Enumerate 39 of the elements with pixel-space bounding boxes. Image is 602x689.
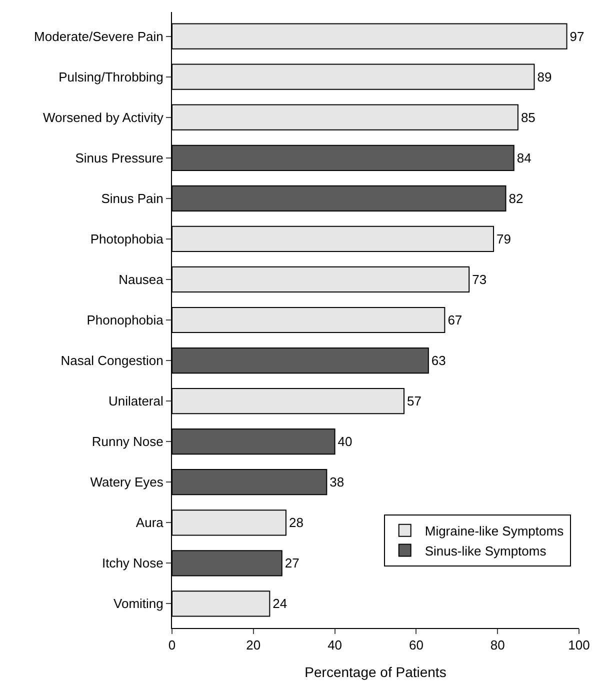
y-tick-label: Unilateral <box>108 394 164 409</box>
data-label: 97 <box>570 28 584 44</box>
y-tick-label: Sinus Pain <box>101 190 164 206</box>
y-tick-label: Phonophobia <box>86 312 164 328</box>
data-label: 89 <box>537 69 552 84</box>
y-tick-label: Worsened by Activity <box>42 110 164 125</box>
data-label: 24 <box>272 596 288 612</box>
y-tick-label: Aura <box>136 515 164 530</box>
y-tick-label: Sinus Pressure <box>75 150 164 166</box>
y-tick-label: Nasal Congestion <box>60 353 164 368</box>
x-tick-label: 0 <box>168 638 176 653</box>
y-tick-label: Moderate/Severe Pain <box>34 28 164 44</box>
legend-label: Migraine-like Symptoms <box>424 523 564 538</box>
data-label: 85 <box>520 110 536 125</box>
x-axis-title: Percentage of Patients <box>304 664 446 680</box>
data-label: 63 <box>431 353 446 368</box>
y-tick-label: Pulsing/Throbbing <box>58 69 164 84</box>
y-tick-label: Runny Nose <box>92 434 164 450</box>
legend-label: Sinus-like Symptoms <box>424 543 547 558</box>
data-label: 73 <box>472 272 487 287</box>
x-tick-label: 80 <box>490 638 505 653</box>
data-label: 27 <box>284 556 300 571</box>
y-tick-label: Vomiting <box>114 596 164 612</box>
x-tick-label: 100 <box>568 638 590 653</box>
y-tick-label: Watery Eyes <box>90 474 164 490</box>
x-tick-label: 20 <box>246 638 261 653</box>
data-label: 82 <box>508 190 524 206</box>
y-tick-label: Photophobia <box>90 232 164 246</box>
x-tick-label: 60 <box>408 638 424 653</box>
data-label: 57 <box>406 394 422 409</box>
y-tick-label: Itchy Nose <box>102 556 164 571</box>
data-label: 84 <box>516 150 532 166</box>
data-label: 40 <box>338 434 352 450</box>
data-label: 28 <box>288 515 304 530</box>
data-label: 38 <box>330 474 344 490</box>
data-label: 79 <box>496 231 511 246</box>
x-tick-label: 40 <box>328 638 342 653</box>
y-tick-label: Nausea <box>118 272 164 288</box>
data-label: 67 <box>448 312 462 328</box>
